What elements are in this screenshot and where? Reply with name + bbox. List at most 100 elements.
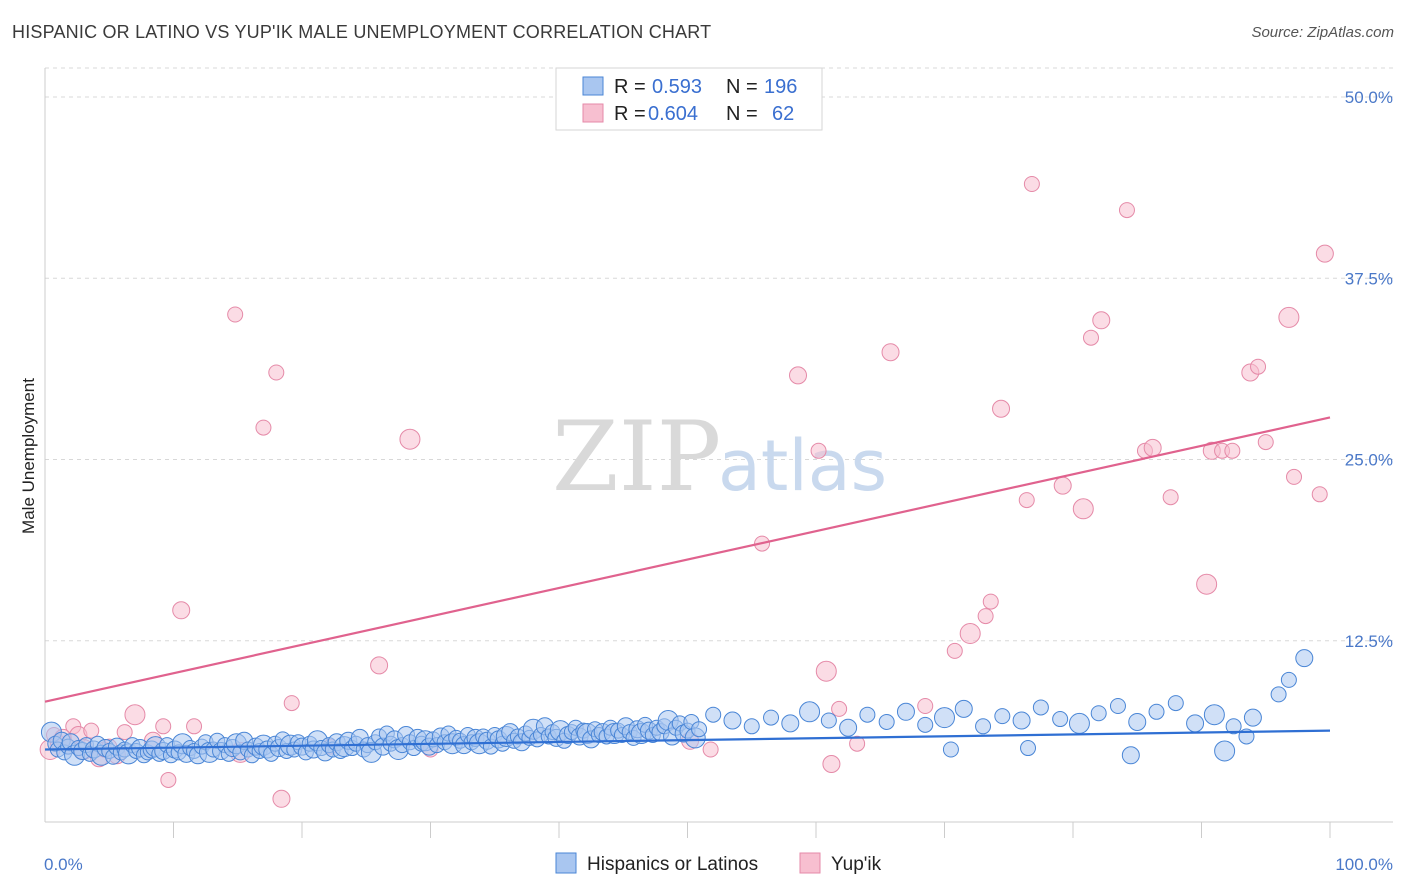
y-tick-labels: 12.5% 25.0% 37.5% 50.0%	[1345, 88, 1393, 651]
yupik-point	[268, 364, 285, 381]
legend-swatch-yupik	[582, 103, 604, 123]
y-tick-label: 25.0%	[1345, 451, 1393, 470]
bottom-legend-swatch-hispanic	[555, 852, 577, 874]
yupik-point	[1118, 202, 1135, 219]
hispanic-point	[1203, 704, 1225, 726]
hispanic-point	[878, 713, 895, 730]
yupik-point	[124, 704, 146, 726]
hispanic-point	[1012, 711, 1031, 730]
hispanic-point	[1295, 649, 1314, 668]
yupik-point	[1224, 442, 1241, 459]
legend-n-label-yupik: N =	[726, 103, 758, 125]
yupik-point	[1250, 358, 1267, 375]
watermark-atlas: atlas	[718, 425, 887, 507]
yupik-point	[186, 718, 203, 735]
yupik-point	[1278, 306, 1300, 328]
y-tick-label: 50.0%	[1345, 88, 1393, 107]
hispanic-point	[1270, 686, 1287, 703]
hispanic-point	[820, 712, 837, 729]
legend-r-value-hispanic: 0.593	[652, 76, 702, 98]
hispanic-point	[1225, 718, 1242, 735]
hispanic-point	[1020, 740, 1037, 757]
yupik-point	[831, 700, 848, 717]
yupik-point	[272, 789, 291, 808]
hispanic-points	[40, 649, 1314, 766]
y-tick-label: 37.5%	[1345, 269, 1393, 288]
chart-title: HISPANIC OR LATINO VS YUP'IK MALE UNEMPL…	[12, 22, 712, 42]
yupik-point	[1196, 573, 1218, 595]
hispanic-point	[1032, 699, 1049, 716]
yupik-point	[1092, 311, 1111, 330]
legend-n-value-yupik: 62	[772, 103, 794, 125]
hispanic-point	[1280, 671, 1297, 688]
yupik-point	[1072, 498, 1094, 520]
y-axis-label: Male Unemployment	[19, 378, 38, 534]
yupik-point	[917, 698, 934, 714]
yupik-point	[1162, 489, 1179, 506]
legend-n-label-hispanic: N =	[726, 76, 758, 98]
yupik-point	[399, 428, 421, 450]
hispanic-point	[723, 711, 742, 730]
hispanic-point	[1052, 711, 1069, 728]
yupik-point	[1311, 486, 1328, 503]
yupik-point	[370, 656, 389, 675]
hispanic-point	[1214, 740, 1236, 762]
hispanic-point	[934, 707, 955, 729]
yupik-point	[83, 722, 100, 739]
hispanic-point	[781, 714, 800, 733]
yupik-point	[992, 399, 1011, 418]
yupik-point	[1257, 434, 1274, 451]
hispanic-point	[799, 701, 821, 723]
yupik-point	[172, 601, 191, 620]
chart-source: Source: ZipAtlas.com	[1251, 24, 1394, 41]
yupik-point	[255, 419, 272, 436]
hispanic-point	[743, 718, 760, 735]
hispanic-point	[859, 706, 876, 723]
gridlines	[45, 67, 1393, 642]
yupik-point	[982, 593, 999, 610]
yupik-point	[1143, 438, 1162, 457]
yupik-point	[283, 695, 300, 712]
hispanic-point	[954, 699, 973, 718]
bottom-legend-label-hispanic: Hispanics or Latinos	[587, 854, 758, 875]
yupik-point	[881, 343, 900, 362]
yupik-point	[977, 608, 994, 625]
hispanic-point	[839, 718, 858, 737]
legend-box: R = 0.593 N = 196 R = 0.604 N = 62	[555, 67, 823, 131]
hispanic-point	[994, 708, 1011, 725]
bottom-legend-label-yupik: Yup'ik	[831, 854, 882, 875]
yupik-point	[1023, 176, 1040, 192]
yupik-point	[702, 741, 719, 758]
yupik-point	[1082, 329, 1099, 346]
hispanic-point	[1128, 712, 1147, 731]
hispanic-point	[1167, 695, 1184, 712]
hispanic-point	[1243, 708, 1262, 727]
x-tick-label-min: 0.0%	[44, 855, 83, 874]
hispanic-point	[763, 709, 780, 726]
hispanic-point	[691, 721, 708, 738]
yupik-point	[959, 623, 981, 644]
hispanic-point	[942, 741, 959, 758]
yupik-point	[1315, 244, 1334, 263]
hispanic-point	[917, 716, 934, 733]
hispanic-point	[896, 702, 915, 721]
yupik-point	[1286, 468, 1303, 485]
hispanic-point	[1109, 698, 1126, 714]
hispanic-point	[1090, 705, 1107, 722]
watermark-zip: ZIP	[552, 401, 721, 513]
hispanic-point	[1186, 714, 1205, 733]
yupik-point	[946, 642, 963, 659]
bottom-legend: Hispanics or Latinos Yup'ik	[555, 852, 882, 875]
yupik-point	[160, 771, 177, 788]
yupik-point	[815, 660, 837, 682]
legend-r-label-yupik: R =	[614, 103, 646, 125]
hispanic-point	[705, 706, 722, 723]
yupik-point	[810, 442, 827, 459]
y-tick-label: 12.5%	[1345, 632, 1393, 651]
yupik-trend-line	[44, 416, 1331, 703]
legend-r-label-hispanic: R =	[614, 76, 646, 98]
legend-r-value-yupik: 0.604	[648, 103, 698, 125]
hispanic-trend-line	[44, 729, 1331, 751]
hispanic-point	[1121, 746, 1140, 765]
